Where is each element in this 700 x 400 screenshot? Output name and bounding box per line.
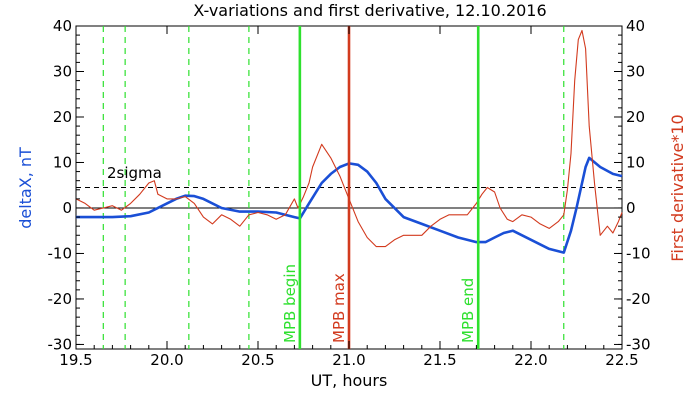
- y-right-tick-label: 0: [626, 199, 636, 217]
- threshold-label: 2sigma: [107, 164, 162, 182]
- y-left-tick-label: 20: [53, 108, 72, 126]
- chart-title: X-variations and first derivative, 12.10…: [193, 1, 546, 20]
- marker-lines: MPB begin MPB max MPB end: [281, 26, 480, 349]
- series-line-derivative: [75, 29, 623, 248]
- y-left-tick-label: 10: [53, 153, 72, 171]
- y-axis-left-title: deltaX, nT: [16, 147, 35, 229]
- series-line-deltax: [76, 156, 623, 254]
- y-axis-right-title: First derivative*10: [668, 114, 687, 261]
- plot-area: MPB begin MPB max MPB end 19.5 20.0 20.5 21.0…: [48, 17, 651, 369]
- x-tick-label: 22.5: [605, 351, 638, 369]
- y-right-tick-label: -10: [626, 244, 651, 262]
- marker-label-1: MPB max: [330, 273, 348, 343]
- y-right-tick-label: 10: [626, 153, 645, 171]
- x-axis-ticks: 19.5 20.0 20.5 21.0 21.5 22.0 22.5: [59, 26, 639, 369]
- x-tick-label: 20.0: [150, 351, 183, 369]
- y-right-tick-label: 30: [626, 62, 645, 80]
- y-right-tick-label: 40: [626, 17, 645, 35]
- y-left-tick-label: 40: [53, 17, 72, 35]
- y-left-tick-label: 30: [53, 62, 72, 80]
- x-tick-label: 22.0: [514, 351, 547, 369]
- x-tick-label: 20.5: [241, 351, 274, 369]
- marker-label-0: MPB begin: [281, 264, 299, 343]
- marker-label-2: MPB end: [459, 278, 477, 343]
- y-left-tick-label: -30: [48, 335, 73, 353]
- y-axis-right-ticks: 40 30 20 10 0 -10 -20 -30: [614, 17, 651, 353]
- y-left-tick-label: -20: [48, 290, 73, 308]
- x-tick-label: 19.5: [59, 351, 92, 369]
- series-layer: [75, 29, 623, 254]
- x-tick-label: 21.0: [332, 351, 365, 369]
- y-right-tick-label: 20: [626, 108, 645, 126]
- x-axis-title: UT, hours: [311, 371, 388, 390]
- y-axis-left-ticks: 40 30 20 10 0 -10 -20 -30: [48, 17, 84, 353]
- y-left-tick-label: -10: [48, 244, 73, 262]
- y-right-tick-label: -20: [626, 290, 651, 308]
- y-right-tick-label: -30: [626, 335, 651, 353]
- x-tick-label: 21.5: [423, 351, 456, 369]
- y-left-tick-label: 0: [62, 199, 72, 217]
